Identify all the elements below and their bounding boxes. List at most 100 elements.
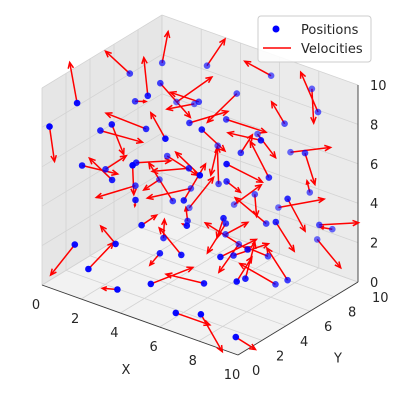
position-point	[244, 246, 251, 253]
position-point	[173, 98, 180, 106]
velocity-arrow	[176, 76, 213, 103]
velocity-arrowhead	[310, 116, 317, 125]
position-point	[313, 236, 321, 243]
position-point	[185, 165, 193, 172]
y-tick-label: 0	[252, 364, 260, 379]
x-tick-label: 10	[224, 368, 241, 383]
velocity-arrowhead	[160, 217, 168, 226]
position-point	[272, 218, 280, 226]
velocity-arrowhead	[50, 154, 58, 164]
velocity-arrowhead	[309, 177, 317, 187]
grid-line-z	[161, 132, 359, 204]
velocity-arrowhead	[133, 203, 137, 209]
velocity-arrow	[131, 165, 135, 195]
position-point	[142, 125, 150, 133]
velocity-arrow	[166, 103, 195, 110]
position-point	[265, 174, 273, 181]
position-point	[157, 79, 164, 87]
position-point	[147, 280, 155, 288]
position-point	[217, 253, 224, 261]
position-point	[197, 311, 205, 318]
position-point	[156, 250, 164, 257]
velocity-arrow	[201, 129, 226, 152]
velocity-arrow	[188, 176, 215, 209]
position-point	[160, 234, 167, 242]
velocity-arrowhead	[216, 344, 224, 354]
position-point	[232, 333, 240, 341]
position-point	[214, 142, 221, 149]
position-point	[162, 135, 169, 142]
position-point	[102, 166, 109, 173]
velocity-arrow	[175, 312, 211, 326]
velocity-arrow	[81, 164, 118, 175]
position-points	[46, 59, 336, 341]
velocity-arrow	[87, 242, 115, 270]
position-point	[329, 225, 336, 233]
grid-line-y	[137, 226, 335, 297]
position-point	[222, 116, 230, 123]
velocity-arrowhead	[352, 219, 361, 227]
position-point	[272, 281, 279, 288]
x-tick-label: 6	[149, 340, 157, 355]
velocity-arrowhead	[104, 49, 112, 58]
velocity-arrowhead	[219, 37, 227, 46]
velocity-arrow	[239, 262, 276, 285]
velocity-arrow	[216, 146, 220, 184]
position-point	[267, 72, 275, 79]
position-point	[132, 182, 139, 189]
position-point	[287, 148, 294, 156]
z-tick-label: 10	[370, 79, 387, 94]
velocity-arrow	[104, 50, 131, 75]
y-tick-label: 10	[372, 291, 389, 306]
position-point	[108, 121, 116, 128]
position-point	[196, 172, 204, 179]
position-point	[242, 275, 249, 283]
position-point	[46, 123, 53, 130]
axis-lines	[41, 85, 359, 356]
velocity-arrow	[147, 187, 192, 199]
velocity-arrow	[234, 197, 267, 225]
velocity-arrowhead	[233, 196, 242, 204]
position-point	[237, 149, 245, 157]
position-point	[85, 265, 92, 273]
position-point	[316, 221, 323, 229]
grid-line-x	[120, 239, 241, 314]
velocity-arrow	[206, 38, 226, 67]
position-point	[108, 176, 116, 184]
position-point	[230, 252, 237, 259]
velocity-arrowhead	[150, 214, 159, 221]
velocity-arrowhead	[218, 144, 227, 153]
velocity-arrow	[249, 141, 270, 178]
velocity-arrowhead	[217, 265, 225, 274]
legend-velocities-label: Velocities	[301, 42, 363, 57]
velocity-arrow	[50, 244, 76, 276]
legend: Positions Velocities	[257, 15, 372, 63]
axis-panes	[42, 15, 358, 355]
velocity-arrowhead	[104, 112, 113, 119]
velocity-arrowhead	[207, 175, 215, 184]
position-point	[187, 185, 195, 192]
axis-labels: XY	[122, 352, 342, 379]
position-point	[186, 204, 193, 212]
velocity-arrowhead	[270, 100, 278, 109]
position-point	[223, 178, 230, 185]
velocity-arrowhead	[245, 255, 253, 264]
position-point	[215, 180, 222, 188]
velocity-arrowhead	[111, 169, 120, 176]
position-point	[254, 130, 261, 138]
position-point	[191, 100, 198, 108]
velocity-arrowhead	[317, 196, 327, 204]
x-tick-label: 0	[32, 298, 40, 313]
velocity-arrowhead	[118, 147, 125, 157]
velocity-arrow	[183, 163, 207, 201]
velocity-arrowhead	[250, 240, 257, 250]
velocity-arrowhead	[149, 111, 157, 120]
velocity-arrow	[68, 62, 78, 104]
position-point	[200, 280, 208, 287]
velocity-arrowhead	[49, 268, 57, 277]
velocity-arrow	[218, 243, 240, 273]
velocity-arrow	[226, 163, 263, 183]
position-point	[220, 214, 227, 222]
z-tick-label: 6	[370, 158, 378, 173]
